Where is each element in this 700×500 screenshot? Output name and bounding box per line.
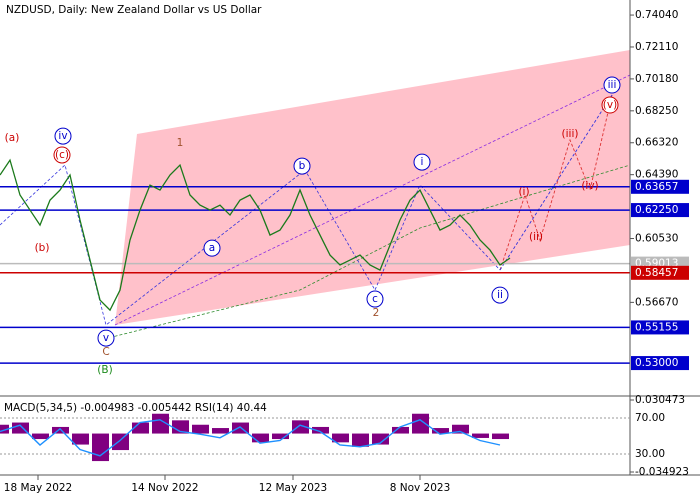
macd-bar xyxy=(372,433,389,445)
macd-bar xyxy=(472,433,489,438)
wave-circle xyxy=(603,76,621,94)
wave-circle xyxy=(413,153,431,171)
wave-label: (iii) xyxy=(562,128,579,140)
wave-label: (c) xyxy=(55,149,69,161)
x-tick-label: 18 May 2022 xyxy=(4,482,72,494)
macd-bar xyxy=(0,424,9,434)
macd-bar xyxy=(112,433,129,451)
trend-line xyxy=(99,164,631,341)
rsi-line xyxy=(0,419,501,457)
y-tick-label: 0.64390 xyxy=(635,169,678,181)
wave-circle xyxy=(54,127,72,145)
macd-bar xyxy=(152,413,169,434)
wave-label: iii xyxy=(608,79,617,91)
wave-label: a xyxy=(209,242,215,254)
level-label-box xyxy=(631,179,689,194)
macd-bar xyxy=(72,433,89,445)
macd-bar xyxy=(312,426,329,434)
level-label: 0.55155 xyxy=(635,321,678,333)
macd-bar xyxy=(92,433,109,462)
wave-circle xyxy=(97,329,115,347)
wave-label: b xyxy=(299,160,306,172)
wave-label: c xyxy=(372,293,378,305)
wave-label: iv xyxy=(58,130,67,142)
x-tick-label: 14 Nov 2022 xyxy=(131,482,198,494)
wave-label: (v) xyxy=(603,99,617,111)
wave-label: (ii) xyxy=(529,231,543,243)
level-label-box xyxy=(631,265,689,280)
wave-label: C xyxy=(102,346,109,358)
level-label-box xyxy=(631,320,689,335)
macd-bar xyxy=(132,422,149,434)
macd-bar xyxy=(432,428,449,434)
wave-label: v xyxy=(103,332,109,344)
price-line xyxy=(0,158,511,312)
wave-label: (a) xyxy=(5,132,20,144)
wave-circle xyxy=(366,290,384,308)
macd-tick-label: -0.034923 xyxy=(635,466,689,478)
macd-bar xyxy=(292,420,309,434)
macd-bar xyxy=(252,433,269,443)
macd-bar xyxy=(332,433,349,443)
macd-bar xyxy=(12,422,29,434)
wave-label: i xyxy=(421,156,424,168)
y-tick-label: 0.72110 xyxy=(635,41,678,53)
macd-bar xyxy=(212,428,229,434)
level-label: 0.53000 xyxy=(635,357,678,369)
y-tick-label: 0.66320 xyxy=(635,137,678,149)
macd-bar xyxy=(192,424,209,434)
wave-label: (iv) xyxy=(581,180,598,192)
macd-bar xyxy=(32,433,49,440)
wave-label: (B) xyxy=(97,364,112,376)
wave-circle xyxy=(491,286,509,304)
y-tick-label: 0.56670 xyxy=(635,296,678,308)
wave-label: 2 xyxy=(373,307,380,319)
level-label: 0.62250 xyxy=(635,204,678,216)
wave-label: 1 xyxy=(177,137,184,149)
level-label-box xyxy=(631,356,689,371)
level-label-box xyxy=(631,203,689,218)
level-label: 0.63657 xyxy=(635,181,678,193)
macd-bar xyxy=(172,420,189,434)
macd-bar xyxy=(412,413,429,434)
wave-label: (b) xyxy=(35,242,50,254)
x-tick-label: 8 Nov 2023 xyxy=(390,482,451,494)
y-tick-label: 0.74040 xyxy=(635,9,678,21)
wave-circle xyxy=(203,239,221,257)
wave-circle xyxy=(53,146,71,164)
projection xyxy=(499,94,613,271)
wave-circle xyxy=(601,96,619,114)
macd-tick-label: 0.030473 xyxy=(635,394,685,406)
chart-title: NZDUSD, Daily: New Zealand Dollar vs US … xyxy=(6,4,262,16)
indicator-title: MACD(5,34,5) -0.004983 -0.005442 RSI(14)… xyxy=(4,402,267,414)
y-tick-label: 0.60530 xyxy=(635,233,678,245)
wave-circle xyxy=(293,157,311,175)
trend-line xyxy=(114,74,631,326)
macd-bar xyxy=(392,426,409,434)
rsi-tick-label: 70.00 xyxy=(635,412,665,424)
level-label: 0.58457 xyxy=(635,267,678,279)
rsi-tick-label: 30.00 xyxy=(635,448,665,460)
y-tick-label: 0.70180 xyxy=(635,73,678,85)
macd-bar xyxy=(272,433,289,440)
wave-label: (i) xyxy=(518,186,529,198)
macd-bar xyxy=(492,433,509,440)
macd-bar xyxy=(352,433,369,447)
x-tick-label: 12 May 2023 xyxy=(259,482,327,494)
plot xyxy=(0,158,630,364)
y-tick-label: 0.68250 xyxy=(635,105,678,117)
wave-label: ii xyxy=(497,289,503,301)
macd-bar xyxy=(452,424,469,434)
